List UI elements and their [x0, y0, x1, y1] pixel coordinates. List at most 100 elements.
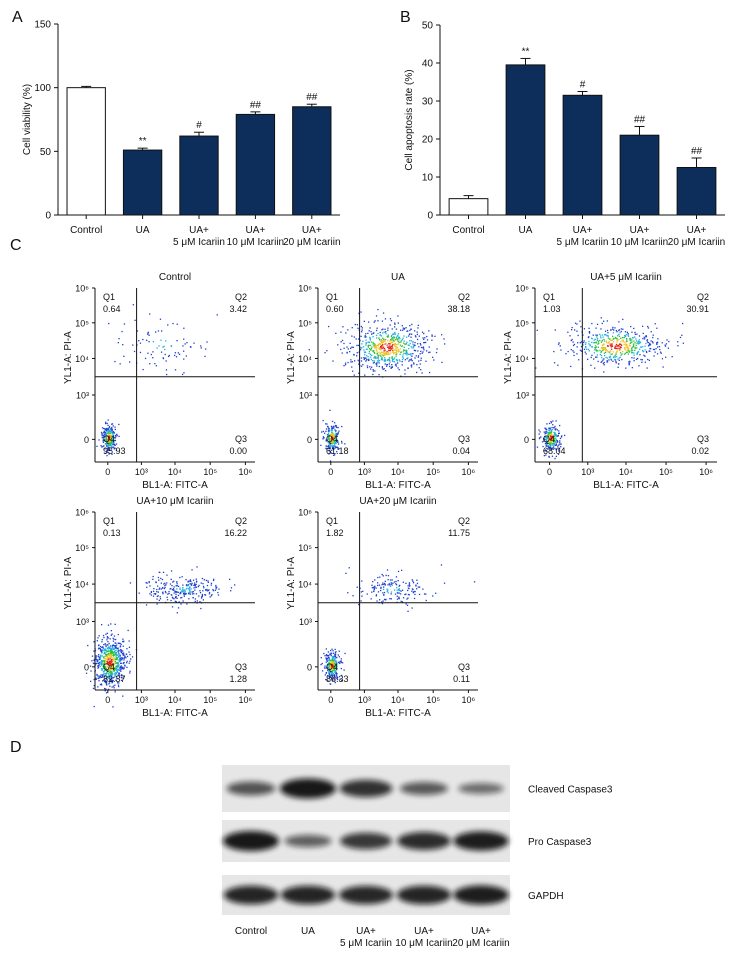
event-dot	[391, 334, 393, 337]
event-dot	[371, 360, 374, 362]
event-dot	[120, 676, 122, 679]
event-dot	[392, 582, 394, 584]
event-dot	[630, 338, 632, 340]
event-dot	[104, 658, 106, 660]
event-dot	[334, 664, 337, 666]
event-dot	[548, 432, 551, 434]
event-dot	[322, 419, 324, 422]
x-tick-label: UA	[519, 225, 533, 236]
event-dot	[370, 368, 372, 370]
quadrant-percent: 16.22	[224, 528, 247, 538]
event-dot	[423, 338, 425, 341]
event-dot	[348, 567, 350, 569]
event-dot	[384, 357, 386, 359]
event-dot	[373, 590, 375, 592]
event-dot	[594, 367, 596, 369]
event-dot	[393, 333, 395, 335]
event-dot	[626, 331, 628, 333]
event-dot	[366, 366, 369, 369]
event-dot	[441, 334, 443, 336]
event-dot	[115, 658, 117, 661]
event-dot	[100, 676, 102, 679]
event-dot	[431, 339, 433, 341]
event-dot	[379, 352, 381, 355]
quadrant-percent: 0.00	[229, 446, 247, 456]
event-dot	[189, 590, 191, 592]
event-dot	[102, 441, 105, 443]
event-dot	[375, 594, 378, 596]
event-dot	[111, 673, 114, 675]
event-dot	[369, 336, 371, 339]
event-dot	[193, 342, 195, 344]
blot-band	[226, 781, 276, 796]
event-dot	[605, 349, 607, 351]
event-dot	[420, 350, 422, 352]
event-dot	[538, 433, 540, 435]
event-dot	[617, 335, 619, 337]
event-dot	[102, 661, 104, 663]
event-dot	[409, 325, 411, 327]
event-dot	[368, 344, 370, 346]
event-dot	[181, 576, 183, 578]
event-dot	[101, 446, 103, 448]
event-dot	[391, 349, 394, 351]
event-dot	[333, 671, 335, 673]
event-dot	[120, 643, 122, 645]
event-dot	[179, 588, 181, 590]
event-dot	[402, 357, 404, 359]
y-tick-label: 0	[84, 662, 89, 672]
quadrant-name: Q1	[326, 292, 338, 302]
event-dot	[333, 425, 335, 427]
event-dot	[600, 361, 602, 363]
event-dot	[101, 663, 103, 665]
event-dot	[622, 341, 624, 343]
event-dot	[554, 447, 556, 450]
event-dot	[328, 654, 330, 657]
event-dot	[610, 353, 612, 355]
event-dot	[623, 347, 625, 349]
event-dot	[334, 435, 337, 438]
quadrant-percent: 95.93	[103, 446, 126, 456]
event-dot	[349, 342, 351, 344]
event-dot	[352, 595, 354, 597]
event-dot	[110, 672, 112, 674]
event-dot	[107, 644, 109, 646]
event-dot	[641, 349, 644, 352]
event-dot	[167, 355, 170, 358]
event-dot	[620, 330, 622, 333]
event-dot	[174, 352, 176, 354]
event-dot	[116, 434, 118, 437]
event-dot	[328, 453, 330, 455]
event-dot	[426, 350, 428, 352]
y-axis-label: Cell apoptosis rate (%)	[404, 69, 415, 170]
event-dot	[552, 444, 554, 447]
event-dot	[371, 354, 373, 356]
event-dot	[389, 339, 392, 341]
event-dot	[184, 590, 186, 592]
event-dot	[380, 347, 382, 349]
event-dot	[538, 429, 540, 431]
event-dot	[109, 670, 112, 672]
event-dot	[406, 354, 408, 356]
event-dot	[396, 598, 399, 600]
event-dot	[334, 648, 336, 651]
event-dot	[546, 423, 548, 425]
event-dot	[618, 335, 621, 337]
event-dot	[107, 653, 109, 655]
event-dot	[375, 363, 377, 365]
event-dot	[110, 645, 112, 647]
event-dot	[377, 356, 379, 358]
event-dot	[622, 328, 624, 330]
event-dot	[557, 448, 559, 450]
event-dot	[631, 346, 633, 348]
event-dot	[380, 342, 382, 344]
event-dot	[389, 361, 391, 363]
event-dot	[104, 432, 106, 434]
event-dot	[113, 644, 115, 647]
event-dot	[121, 330, 123, 333]
event-dot	[112, 441, 114, 443]
event-dot	[152, 341, 154, 343]
event-dot	[333, 448, 335, 450]
blot-band	[458, 783, 504, 794]
event-dot	[331, 430, 333, 432]
